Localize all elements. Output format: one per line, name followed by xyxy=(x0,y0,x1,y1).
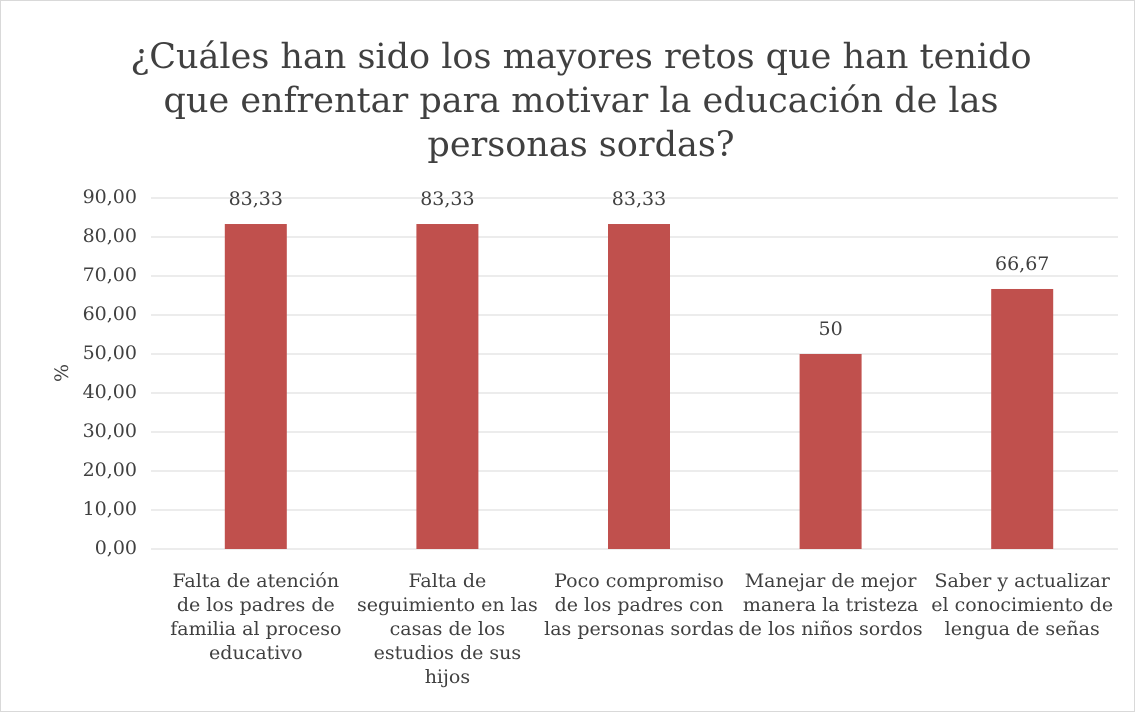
bar xyxy=(991,288,1054,549)
y-tick-label: 60,00 xyxy=(83,303,137,325)
data-label: 83,33 xyxy=(229,188,283,210)
x-tick-label: Manejar de mejor manera la tristeza de l… xyxy=(738,570,923,640)
y-tick-label: 80,00 xyxy=(83,225,137,247)
data-label: 83,33 xyxy=(612,188,666,210)
y-tick-label: 90,00 xyxy=(83,186,137,208)
y-tick-label: 40,00 xyxy=(83,381,137,403)
y-tick-label: 30,00 xyxy=(83,420,137,442)
data-label: 50 xyxy=(819,318,843,340)
y-tick-label: 70,00 xyxy=(83,264,137,286)
y-tick-label: 20,00 xyxy=(83,459,137,481)
y-tick-label: 50,00 xyxy=(83,342,137,364)
y-tick-label: 0,00 xyxy=(95,537,137,559)
bar xyxy=(416,224,479,549)
chart-title: ¿Cuáles han sido los mayores retos que h… xyxy=(130,37,1032,165)
x-tick-label: Falta de seguimiento en las casas de los… xyxy=(356,570,538,688)
x-tick-label: Poco compromiso de los padres con las pe… xyxy=(544,570,734,640)
x-tick-label: Saber y actualizar el conocimiento de le… xyxy=(931,570,1114,640)
data-label: 83,33 xyxy=(420,188,474,210)
bar xyxy=(608,224,670,549)
x-tick-label: Falta de atención de los padres de famil… xyxy=(170,570,342,664)
y-tick-label: 10,00 xyxy=(83,498,137,520)
data-label: 66,67 xyxy=(995,253,1049,275)
bar xyxy=(799,354,862,549)
y-axis-label: % xyxy=(51,364,73,382)
bar xyxy=(224,224,287,549)
